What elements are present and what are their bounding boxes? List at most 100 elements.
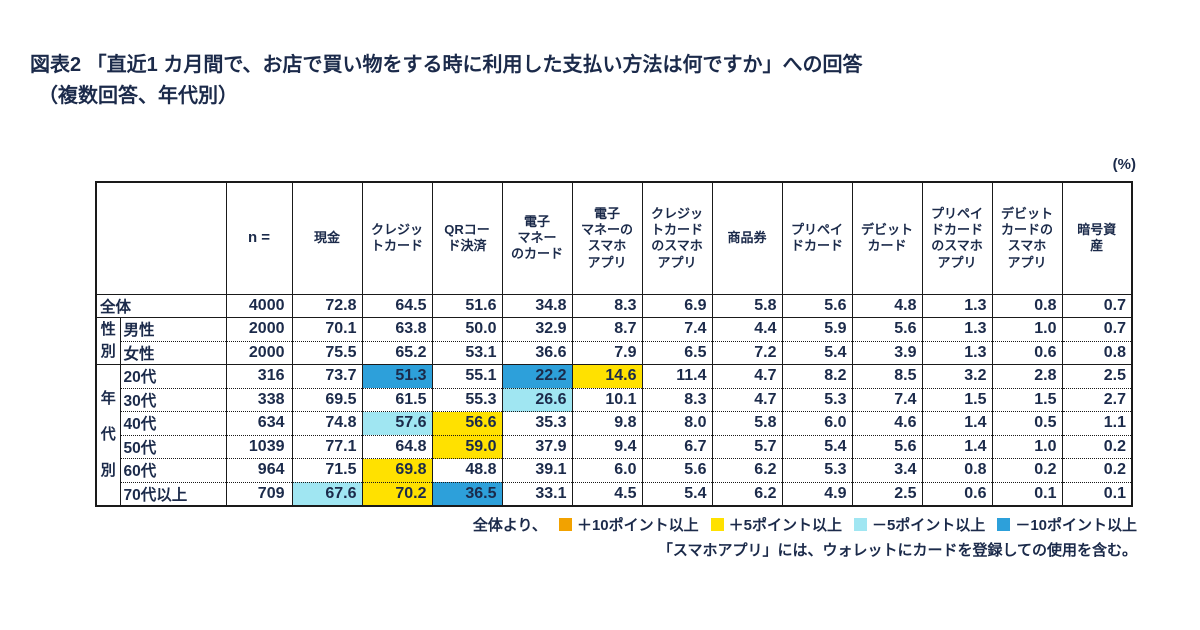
value-cell: 4.8 xyxy=(851,293,923,318)
table-row-1: 性 別男性 2000 70.1 63.8 50.0 32.9 8.7 7.4 4.4 5.9 5.6… xyxy=(95,317,1133,365)
n-value: 2000 xyxy=(225,317,293,341)
value-cell: 1.3 xyxy=(921,293,993,318)
value-cell: 3.4 xyxy=(851,458,923,482)
value-cell: 5.8 xyxy=(711,293,783,318)
value-cell: 55.3 xyxy=(431,387,503,412)
value-cell: 50.0 xyxy=(431,317,503,341)
n-value: 634 xyxy=(225,411,293,435)
value-cell: 51.3 xyxy=(361,364,433,388)
value-cell: 6.7 xyxy=(641,434,713,459)
value-cell: 2.5 xyxy=(1061,364,1133,388)
unit-label: (%) xyxy=(1112,156,1136,173)
value-cell: 22.2 xyxy=(501,364,573,388)
value-cell: 6.2 xyxy=(711,458,783,482)
legend-item-minus5: －5ポイント以上 xyxy=(853,514,986,535)
value-cell: 53.1 xyxy=(431,340,503,365)
table-row-0: 全体 4000 72.8 64.5 51.6 34.8 8.3 6.9 5.8 5.6 4.8 1.3… xyxy=(95,293,1133,318)
legend-swatch-plus10 xyxy=(558,518,572,531)
column-header-6: 商品券 xyxy=(711,182,783,295)
value-cell: 5.4 xyxy=(781,340,853,365)
value-cell: 73.7 xyxy=(291,364,363,388)
value-cell: 0.2 xyxy=(991,458,1063,482)
value-cell: 1.3 xyxy=(921,340,993,365)
legend: 全体より、 ＋10ポイント以上 ＋5ポイント以上 －5ポイント以上 －10ポイント以上 xyxy=(473,514,1137,535)
value-cell: 4.7 xyxy=(711,364,783,388)
n-value: 1039 xyxy=(225,434,293,459)
value-cell: 77.1 xyxy=(291,434,363,459)
n-value: 2000 xyxy=(225,340,293,365)
value-cell: 69.8 xyxy=(361,458,433,482)
value-cell: 48.8 xyxy=(431,458,503,482)
value-cell: 2.8 xyxy=(991,364,1063,388)
value-cell: 5.8 xyxy=(711,411,783,435)
value-cell: 0.2 xyxy=(1061,458,1133,482)
value-cell: 4.9 xyxy=(781,481,853,506)
row-label: 70代以上 xyxy=(119,481,227,506)
legend-label: －5ポイント以上 xyxy=(871,517,986,534)
column-header-1: クレジッ トカード xyxy=(361,182,433,295)
legend-items: ＋10ポイント以上 ＋5ポイント以上 －5ポイント以上 －10ポイント以上 xyxy=(547,514,1137,535)
column-header-4: 電子 マネーの スマホ アプリ xyxy=(571,182,643,295)
column-header-0: 現金 xyxy=(291,182,363,295)
column-header-9: プリペイ ドカード のスマホ アプリ xyxy=(921,182,993,295)
value-cell: 8.7 xyxy=(571,317,643,341)
value-cell: 75.5 xyxy=(291,340,363,365)
value-cell: 0.6 xyxy=(991,340,1063,365)
header-row: n = 現金 クレジッ トカード QRコー ド決済 電子 マネー のカード 電子 マネー… xyxy=(95,182,1133,295)
row-label: 30代 xyxy=(119,387,227,412)
value-cell: 5.6 xyxy=(641,458,713,482)
legend-label: ＋5ポイント以上 xyxy=(728,517,842,534)
value-cell: 36.5 xyxy=(431,481,503,506)
value-cell: 7.2 xyxy=(711,340,783,365)
figure-title-line1: 図表2 「直近1 カ月間で、お店で買い物をする時に利用した支払い方法は何ですか」… xyxy=(30,54,863,76)
n-value: 964 xyxy=(225,458,293,482)
n-header: n = xyxy=(225,182,293,295)
value-cell: 0.6 xyxy=(921,481,993,506)
group-label: 年 代 別 xyxy=(95,364,121,506)
table-row-3: 年 代 別 20代 316 73.7 51.3 55.1 22.2 14.6 11.4 4.7 8.… xyxy=(95,364,1133,506)
value-cell: 3.2 xyxy=(921,364,993,388)
value-cell: 70.1 xyxy=(291,317,363,341)
value-cell: 26.6 xyxy=(501,387,573,412)
legend-label: ＋10ポイント以上 xyxy=(576,517,699,534)
value-cell: 69.5 xyxy=(291,387,363,412)
column-header-8: デビット カード xyxy=(851,182,923,295)
value-cell: 67.6 xyxy=(291,481,363,506)
value-cell: 0.1 xyxy=(1061,481,1133,506)
value-cell: 57.6 xyxy=(361,411,433,435)
value-cell: 11.4 xyxy=(641,364,713,388)
figure-title-line2: （複数回答、年代別） xyxy=(38,85,238,107)
legend-item-plus5: ＋5ポイント以上 xyxy=(710,514,842,535)
value-cell: 5.9 xyxy=(781,317,853,341)
value-cell: 33.1 xyxy=(501,481,573,506)
n-value: 316 xyxy=(225,364,293,388)
value-cell: 1.5 xyxy=(991,387,1063,412)
legend-swatch-plus5 xyxy=(710,518,724,531)
column-header-10: デビット カードの スマホ アプリ xyxy=(991,182,1063,295)
legend-prefix: 全体より、 xyxy=(472,517,547,534)
value-cell: 72.8 xyxy=(291,293,363,318)
value-cell: 51.6 xyxy=(431,293,503,318)
payment-methods-table-wrapper: n = 現金 クレジッ トカード QRコー ド決済 電子 マネー のカード 電子 マネー… xyxy=(95,181,1133,507)
value-cell: 65.2 xyxy=(361,340,433,365)
value-cell: 7.9 xyxy=(571,340,643,365)
value-cell: 0.2 xyxy=(1061,434,1133,459)
value-cell: 4.4 xyxy=(711,317,783,341)
value-cell: 64.5 xyxy=(361,293,433,318)
table-row-7: 60代 964 71.5 69.8 48.8 39.1 6.0 5.6 6.2 5.3 3.4 0.8… xyxy=(96,458,1133,482)
value-cell: 6.0 xyxy=(571,458,643,482)
row-label: 60代 xyxy=(119,458,227,482)
value-cell: 0.8 xyxy=(921,458,993,482)
value-cell: 8.3 xyxy=(571,293,643,318)
value-cell: 5.6 xyxy=(781,293,853,318)
column-header-11: 暗号資 産 xyxy=(1061,182,1133,295)
value-cell: 5.3 xyxy=(781,387,853,412)
value-cell: 1.0 xyxy=(991,317,1063,341)
value-cell: 6.0 xyxy=(781,411,853,435)
value-cell: 9.4 xyxy=(571,434,643,459)
value-cell: 64.8 xyxy=(361,434,433,459)
value-cell: 6.5 xyxy=(641,340,713,365)
value-cell: 5.3 xyxy=(781,458,853,482)
row-label: 50代 xyxy=(119,434,227,459)
legend-label: －10ポイント以上 xyxy=(1015,517,1137,534)
